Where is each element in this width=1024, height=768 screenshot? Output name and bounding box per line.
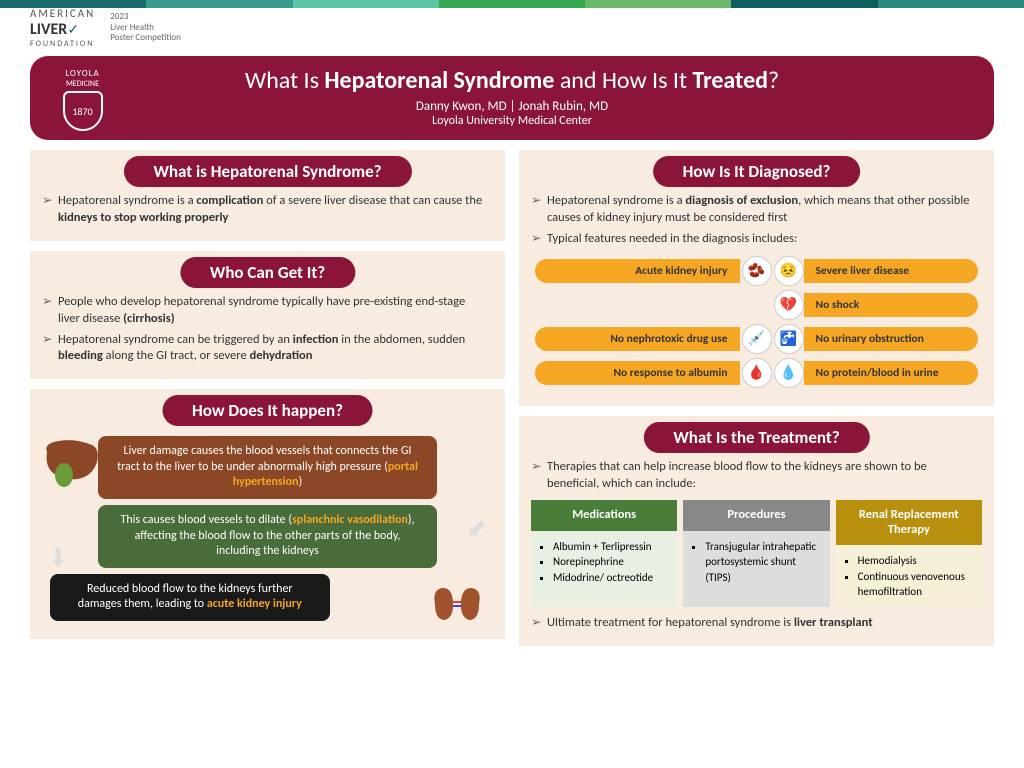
kidney-icon — [427, 582, 487, 627]
treatment-header: Procedures — [683, 500, 829, 530]
arrow-icon: ⬇ — [48, 544, 68, 573]
authors: Danny Kwon, MD | Jonah Rubin, MD — [50, 99, 974, 114]
diagnosis-criteria: Acute kidney injury🫘😣Severe liver diseas… — [535, 256, 978, 388]
criteria-pill: Severe liver disease — [804, 259, 979, 283]
bullet: Typical features needed in the diagnosis… — [531, 229, 982, 250]
treatment-item: Hemodialysis — [858, 553, 972, 568]
section-title: Who Can Get It? — [180, 257, 355, 288]
treatment-header: Renal Replacement Therapy — [836, 500, 982, 545]
criteria-icon: 💧 — [774, 358, 804, 388]
criteria-pill: No urinary obstruction — [804, 327, 979, 351]
competition-label: 2023 Liver Health Poster Competition — [110, 12, 181, 44]
criteria-pill: No shock — [804, 293, 979, 317]
treatment-list: Albumin + TerlipressinNorepinephrineMido… — [531, 531, 677, 608]
org-name: LIVER — [30, 20, 67, 39]
treatment-column: MedicationsAlbumin + TerlipressinNorepin… — [531, 500, 677, 607]
section-title: What Is the Treatment? — [643, 422, 869, 453]
section-how: How Does It happen? Liver damage causes … — [30, 389, 505, 639]
criteria-icon: 🩸 — [742, 358, 772, 388]
treatment-item: Transjugular intrahepatic portosystemic … — [705, 539, 819, 585]
section-title: How Does It happen? — [162, 395, 373, 426]
section-title: How Is It Diagnosed? — [653, 156, 861, 187]
page-header: AMERICAN LIVER✓ FOUNDATION 2023 Liver He… — [0, 8, 1024, 48]
criteria-icon: 💉 — [742, 324, 772, 354]
liver-icon — [42, 437, 102, 487]
section-treatment: What Is the Treatment? Therapies that ca… — [519, 416, 994, 647]
treatment-item: Norepinephrine — [553, 554, 667, 569]
top-color-bar — [0, 0, 1024, 8]
bullet: Therapies that can help increase blood f… — [531, 457, 982, 495]
treatment-column: Procedures Transjugular intrahepatic port… — [683, 500, 829, 607]
treatment-list: HemodialysisContinuous venovenous hemofi… — [836, 545, 982, 607]
treatment-item: Midodrine/ octreotide — [553, 570, 667, 585]
criteria-icon: 🚰 — [774, 324, 804, 354]
institution: Loyola University Medical Center — [50, 114, 974, 128]
treatment-column: Renal Replacement TherapyHemodialysisCon… — [836, 500, 982, 607]
bullet: Hepatorenal syndrome is a complication o… — [42, 191, 493, 229]
criteria-icon: 🫘 — [742, 256, 772, 286]
flow-step-3: Reduced blood flow to the kidneys furthe… — [50, 574, 330, 621]
title-banner: LOYOLA MEDICINE 1870 What Is Hepatorenal… — [30, 56, 994, 140]
criteria-pill: No nephrotoxic drug use — [535, 327, 740, 351]
treatment-columns: MedicationsAlbumin + TerlipressinNorepin… — [531, 500, 982, 607]
flow-step-2: This causes blood vessels to dilate (spl… — [98, 505, 436, 568]
org-sub: FOUNDATION — [30, 39, 95, 49]
bullet: Hepatorenal syndrome is a diagnosis of e… — [531, 191, 982, 229]
org-logo: AMERICAN LIVER✓ FOUNDATION — [30, 7, 95, 49]
institution-shield: LOYOLA MEDICINE 1870 — [55, 68, 110, 133]
right-column: How Is It Diagnosed? Hepatorenal syndrom… — [519, 150, 994, 646]
section-title: What is Hepatorenal Syndrome? — [123, 156, 411, 187]
bullet: Hepatorenal syndrome can be triggered by… — [42, 330, 493, 368]
treatment-item: Continuous venovenous hemofiltration — [858, 569, 972, 600]
arrow-icon: ⬋ — [467, 514, 487, 543]
treatment-header: Medications — [531, 500, 677, 530]
criteria-pill: No response to albumin — [535, 361, 740, 385]
flow-step-1: Liver damage causes the blood vessels th… — [98, 436, 436, 499]
org-top: AMERICAN — [30, 7, 95, 20]
section-diagnosis: How Is It Diagnosed? Hepatorenal syndrom… — [519, 150, 994, 406]
bullet: People who develop hepatorenal syndrome … — [42, 292, 493, 330]
shield-icon: 1870 — [63, 91, 103, 131]
treatment-item: Albumin + Terlipressin — [553, 539, 667, 554]
bullet: Ultimate treatment for hepatorenal syndr… — [531, 613, 982, 634]
criteria-pill: Acute kidney injury — [535, 259, 740, 283]
treatment-list: Transjugular intrahepatic portosystemic … — [683, 531, 829, 608]
section-what-is: What is Hepatorenal Syndrome? Hepatorena… — [30, 150, 505, 241]
criteria-pill: No protein/blood in urine — [804, 361, 979, 385]
criteria-icon: 💔 — [774, 290, 804, 320]
criteria-icon: 😣 — [774, 256, 804, 286]
section-who: Who Can Get It? People who develop hepat… — [30, 251, 505, 380]
left-column: What is Hepatorenal Syndrome? Hepatorena… — [30, 150, 505, 646]
poster-title: What Is Hepatorenal Syndrome and How Is … — [50, 66, 974, 95]
